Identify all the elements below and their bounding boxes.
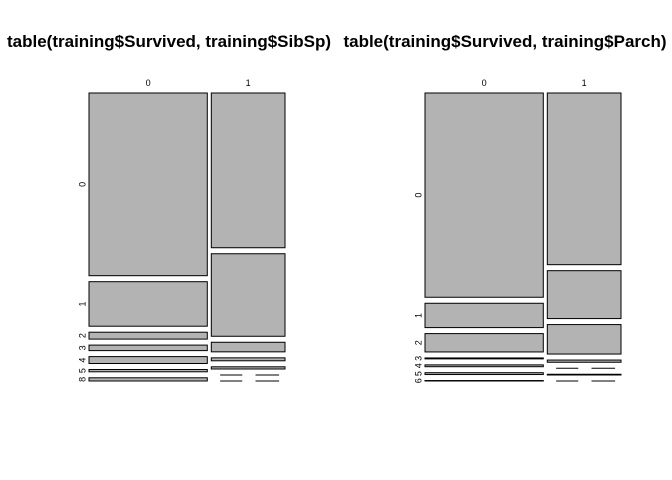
y-tick-label: 1 xyxy=(413,313,423,318)
y-tick-label: 5 xyxy=(413,371,423,376)
x-tick-label: 0 xyxy=(482,78,487,88)
x-tick-label: 0 xyxy=(146,78,151,88)
y-tick-label: 3 xyxy=(413,356,423,361)
y-tick-label: 6 xyxy=(413,378,423,383)
left-y-tick-labels: 0 1 2 3 4 5 8 xyxy=(77,182,87,382)
mosaic-tile xyxy=(424,372,544,376)
y-tick-label: 0 xyxy=(77,182,87,187)
left-chart-title: table(training$Survived, training$SibSp) xyxy=(7,32,331,51)
right-chart-title: table(training$Survived, training$Parch) xyxy=(343,32,666,51)
mosaic-tile xyxy=(546,92,622,266)
mosaic-tile xyxy=(424,92,544,298)
y-tick-label: 4 xyxy=(77,358,87,363)
mosaic-tile xyxy=(546,324,622,355)
mosaic-tile xyxy=(88,281,208,327)
mosaic-tile xyxy=(424,357,544,360)
mosaic-tile xyxy=(210,366,286,370)
mosaic-tile xyxy=(546,359,622,363)
mosaic-tile xyxy=(88,344,208,352)
mosaic-tile xyxy=(210,341,286,353)
mosaic-tile xyxy=(546,270,622,320)
y-tick-label: 3 xyxy=(77,345,87,350)
y-tick-label: 2 xyxy=(77,333,87,338)
y-tick-label: 2 xyxy=(413,340,423,345)
left-mosaic-tiles xyxy=(88,92,286,382)
x-tick-label: 1 xyxy=(246,78,251,88)
mosaic-tile xyxy=(424,302,544,329)
mosaic-tile xyxy=(88,92,208,277)
y-tick-label: 8 xyxy=(77,377,87,382)
mosaic-tile xyxy=(88,368,208,373)
x-tick-label: 1 xyxy=(582,78,587,88)
mosaic-tile xyxy=(424,364,544,368)
y-tick-label: 5 xyxy=(77,368,87,373)
y-tick-label: 0 xyxy=(413,193,423,198)
mosaic-tile xyxy=(210,357,286,362)
y-tick-label: 1 xyxy=(77,301,87,306)
mosaic-tile xyxy=(424,333,544,353)
mosaic-tile xyxy=(88,377,208,382)
mosaic-tile xyxy=(210,253,286,337)
mosaic-tile xyxy=(88,356,208,364)
right-mosaic-panel: table(training$Survived, training$Parch)… xyxy=(343,32,666,383)
right-y-tick-labels: 0 1 2 3 4 5 6 xyxy=(413,193,423,384)
mosaic-tile xyxy=(210,92,286,249)
mosaic-tile xyxy=(88,331,208,340)
left-mosaic-panel: table(training$Survived, training$SibSp)… xyxy=(7,32,331,382)
y-tick-label: 4 xyxy=(413,363,423,368)
mosaic-tile xyxy=(546,373,622,376)
right-mosaic-tiles xyxy=(424,92,622,382)
